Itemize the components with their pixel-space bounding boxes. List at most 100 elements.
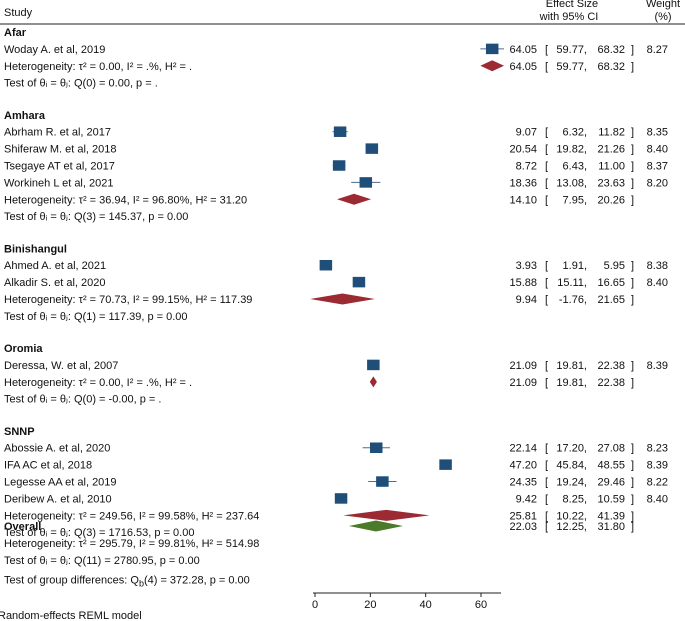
ci-part: 21.09 — [509, 360, 537, 372]
ci-part: ] — [631, 260, 634, 272]
ci-part: ] — [631, 377, 634, 389]
ci-part: 15.11, — [557, 277, 587, 289]
study-square — [352, 276, 366, 288]
study-weight: 8.40 — [647, 493, 668, 505]
study-ci-text: 3.93 [1.91, 5.95] — [516, 260, 634, 272]
overall-title: Overall — [4, 521, 41, 533]
study-square — [332, 160, 346, 171]
group-test: Test of θᵢ = θⱼ: Q(0) = 0.00, p = . — [4, 78, 158, 90]
ci-part: ] — [631, 521, 634, 533]
ci-part: ] — [631, 510, 634, 522]
ci-part: ] — [631, 194, 634, 206]
header-weight: Weight — [646, 0, 680, 10]
study-ci-text: 15.88 [15.11, 16.65] — [509, 277, 634, 289]
subgroup-ci-text: 25.81 [10.22, 41.39] — [509, 510, 634, 522]
ci-part: 8.72 — [516, 161, 537, 173]
study-ci-text: 21.09 [19.81, 22.38] — [509, 360, 634, 372]
ci-part: [ — [545, 521, 548, 533]
ci-part: 68.32 — [597, 44, 625, 56]
header-effect-size: Effect Size — [546, 0, 598, 10]
ci-part: 22.03 — [509, 521, 537, 533]
ci-part: 16.65 — [597, 277, 625, 289]
ci-part: 18.36 — [509, 177, 537, 189]
group-heterogeneity: Heterogeneity: τ² = 70.73, I² = 99.15%, … — [4, 294, 252, 306]
ci-part: 19.24, — [556, 477, 587, 489]
group-test: Test of θᵢ = θⱼ: Q(3) = 1716.53, p = 0.0… — [4, 527, 194, 539]
header-ci: with 95% CI — [539, 11, 599, 23]
ci-part: [ — [545, 510, 548, 522]
study-square — [367, 359, 380, 371]
ci-part: ] — [631, 460, 634, 472]
ci-part: [ — [545, 360, 548, 372]
ci-part: 1.91, — [563, 260, 587, 272]
ci-part: [ — [545, 144, 548, 156]
subgroup-diamond — [336, 193, 372, 205]
study-ci-text: 9.07 [6.32, 11.82] — [516, 127, 634, 139]
group-heterogeneity: Heterogeneity: τ² = 0.00, I² = .%, H² = … — [4, 61, 192, 73]
study-ci-text: 9.42 [8.25, 10.59] — [516, 493, 634, 505]
ci-part: 47.20 — [509, 460, 537, 472]
ci-part: [ — [545, 260, 548, 272]
ci-part: 45.84, — [556, 460, 587, 472]
header-weight-unit: (%) — [654, 11, 671, 23]
ci-part: ] — [631, 61, 634, 73]
study-square — [359, 177, 373, 188]
group-test: Test of θᵢ = θⱼ: Q(0) = -0.00, p = . — [4, 394, 161, 406]
ci-part: ] — [631, 493, 634, 505]
overall-diamond — [348, 520, 403, 532]
ci-part: [ — [545, 194, 548, 206]
study-weight: 8.39 — [647, 360, 668, 372]
ci-part: ] — [631, 44, 634, 56]
study-weight: 8.40 — [647, 277, 668, 289]
group-heterogeneity: Heterogeneity: τ² = 36.94, I² = 96.80%, … — [4, 194, 247, 206]
x-tick-label: 20 — [364, 599, 376, 611]
study-square — [376, 476, 389, 487]
subgroup-diamond — [369, 376, 377, 388]
study-label: Ahmed A. et al, 2021 — [4, 260, 106, 272]
subgroup-diamond — [343, 509, 430, 521]
x-tick-label: 40 — [420, 599, 432, 611]
ci-part: 19.81, — [556, 377, 587, 389]
study-label: Tsegaye AT et al, 2017 — [4, 161, 115, 173]
ci-part: 22.38 — [597, 377, 625, 389]
ci-part: [ — [545, 294, 548, 306]
ci-part: 6.32, — [563, 127, 587, 139]
ci-part: 10.22, — [556, 510, 587, 522]
ci-part: 24.35 — [509, 477, 537, 489]
study-label: Woday A. et al, 2019 — [4, 44, 105, 56]
group-title: Amhara — [4, 110, 46, 122]
ci-part: 41.39 — [597, 510, 625, 522]
study-weight: 8.20 — [647, 177, 668, 189]
ci-part: [ — [545, 161, 548, 173]
ci-part: 9.42 — [516, 493, 537, 505]
group-title: Oromia — [4, 343, 43, 355]
subgroup-diamond — [480, 60, 505, 72]
ci-part: -1.76, — [559, 294, 587, 306]
study-weight: 8.35 — [647, 127, 668, 139]
ci-part: 59.77, — [556, 61, 587, 73]
ci-part: ] — [631, 443, 634, 455]
study-square — [334, 493, 348, 504]
ci-part: [ — [545, 460, 548, 472]
study-label: Alkadir S. et al, 2020 — [4, 277, 106, 289]
subgroup-ci-text: 9.94 [-1.76, 21.65] — [516, 294, 634, 306]
ci-part: 68.32 — [597, 61, 625, 73]
ci-part: 6.43, — [563, 161, 587, 173]
ci-part: 11.00 — [598, 161, 625, 173]
ci-part: 11.82 — [598, 127, 625, 139]
ci-part: ] — [631, 161, 634, 173]
study-ci-text: 22.14 [17.20, 27.08] — [509, 443, 634, 455]
ci-part: [ — [545, 44, 548, 56]
study-ci-text: 20.54 [19.82, 21.26] — [509, 144, 634, 156]
study-weight: 8.39 — [647, 460, 668, 472]
study-label: Deribew A. et al, 2010 — [4, 493, 112, 505]
group-title: Binishangul — [4, 243, 67, 255]
ci-part: [ — [545, 177, 548, 189]
header-study: Study — [4, 7, 33, 19]
ci-part: ] — [631, 144, 634, 156]
ci-part: 27.08 — [597, 443, 625, 455]
ci-part: 20.54 — [509, 144, 537, 156]
ci-part: 31.80 — [597, 521, 625, 533]
study-square — [485, 43, 499, 55]
ci-part: 21.65 — [597, 294, 625, 306]
